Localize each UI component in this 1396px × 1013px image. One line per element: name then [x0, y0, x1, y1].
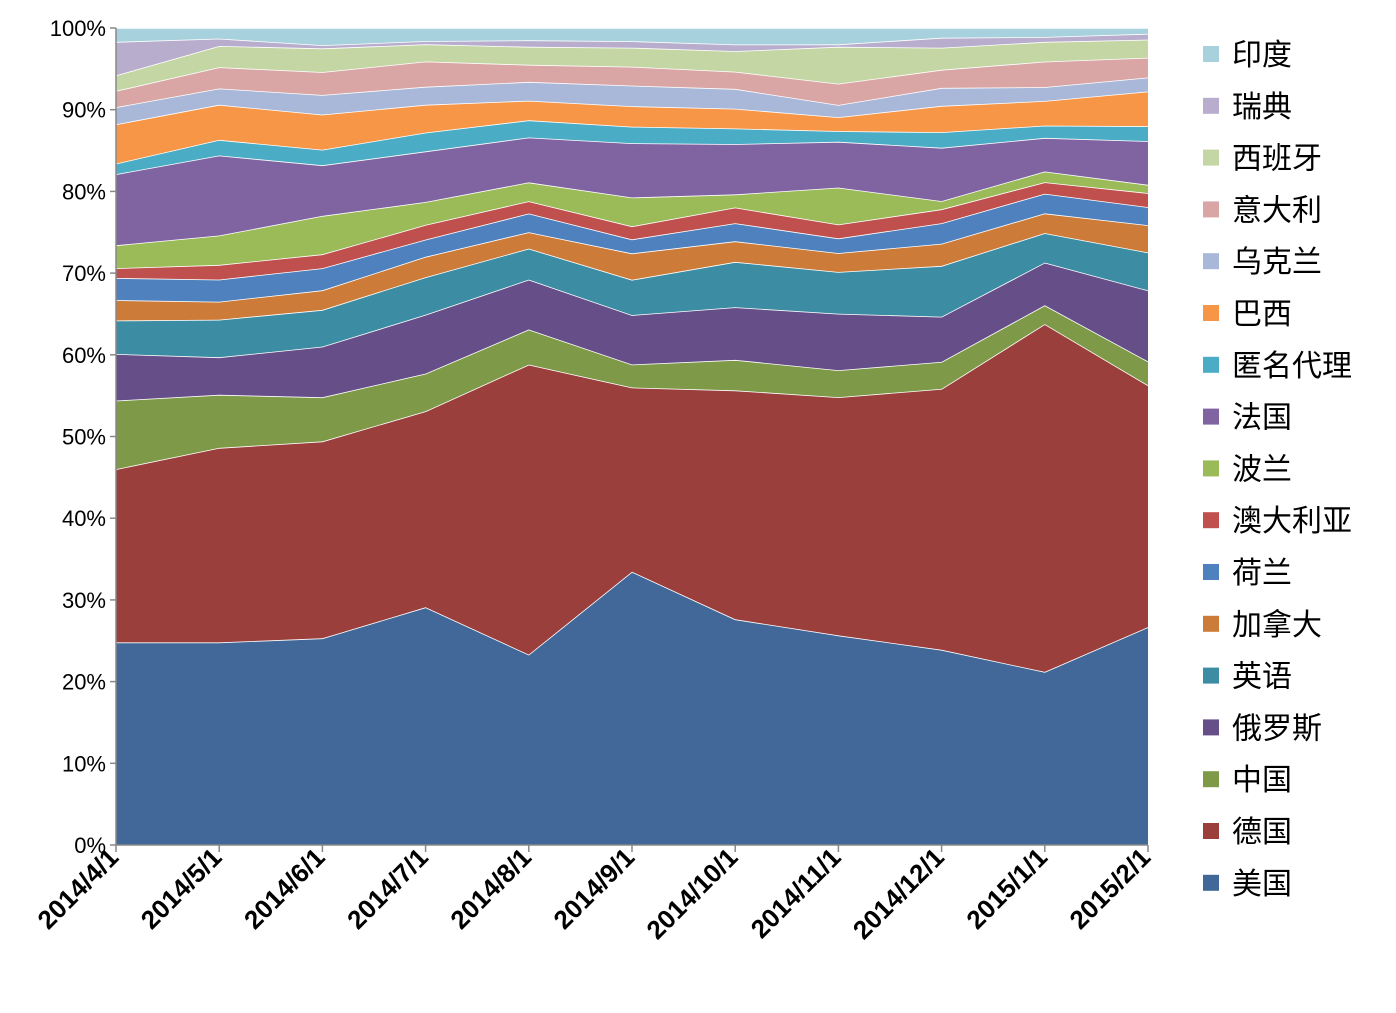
area-series-group: [115, 27, 1149, 845]
y-tick-label: 20%: [62, 670, 106, 695]
area-series-8: [116, 182, 1148, 280]
x-tick-label: 2014/9/1: [547, 842, 640, 935]
legend-label: 西班牙: [1232, 142, 1322, 177]
x-tick-label: 2014/8/1: [444, 842, 537, 935]
legend-label: 印度: [1232, 38, 1292, 73]
y-tick-label: 50%: [62, 425, 106, 450]
y-tick-label: 30%: [62, 588, 106, 613]
legend-swatch: [1203, 512, 1219, 529]
legend-label: 中国: [1232, 763, 1292, 798]
legend-swatch: [1203, 564, 1219, 580]
x-tick-label: 2014/5/1: [135, 842, 228, 935]
legend-label: 加拿大: [1232, 608, 1322, 643]
legend-swatch: [1203, 253, 1219, 270]
legend-swatch: [1203, 201, 1219, 218]
y-tick-label: 10%: [62, 751, 106, 776]
legend-label: 意大利: [1232, 193, 1322, 228]
area-series-1: [116, 571, 1148, 845]
legend-label: 英语: [1232, 660, 1292, 695]
legend-swatch: [1203, 46, 1219, 62]
area-series-4: [116, 262, 1148, 401]
area-series-6: [116, 213, 1148, 321]
x-tick-label: 2014/7/1: [341, 842, 434, 935]
legend-swatch: [1203, 667, 1219, 684]
y-tick-label: 70%: [62, 261, 106, 286]
area-series-12: [116, 91, 1148, 164]
x-tick-label: 2014/12/1: [847, 842, 950, 945]
legend-swatch: [1203, 97, 1219, 114]
legend-label: 波兰: [1232, 452, 1292, 487]
legend-swatch: [1203, 823, 1219, 839]
legend-swatch: [1203, 149, 1219, 166]
area-series-17: [116, 28, 1148, 46]
legend-label: 美国: [1232, 867, 1292, 902]
y-tick-label: 90%: [62, 98, 106, 123]
y-tick-label: 40%: [62, 506, 106, 531]
x-tick-label: 2015/2/1: [1063, 842, 1156, 935]
legend-label: 荷兰: [1232, 556, 1292, 591]
legend-swatch: [1203, 719, 1219, 736]
area-series-7: [116, 193, 1148, 302]
legend-label: 德国: [1232, 815, 1292, 850]
legend-label: 澳大利亚: [1232, 504, 1352, 539]
area-series-15: [116, 39, 1148, 91]
y-tick-label: 0%: [74, 833, 106, 858]
area-series-9: [116, 171, 1148, 269]
legend-label: 乌克兰: [1232, 245, 1322, 280]
area-series-14: [116, 57, 1148, 108]
y-tick-label: 80%: [62, 179, 106, 204]
x-tick-label: 2014/11/1: [745, 842, 847, 944]
legend-swatch: [1203, 356, 1219, 373]
legend-label: 匿名代理: [1232, 349, 1352, 384]
legend: 印度瑞典西班牙意大利乌克兰巴西匿名代理法国波兰澳大利亚荷兰加拿大英语俄罗斯中国德…: [1203, 38, 1352, 902]
area-series-11: [116, 120, 1148, 175]
area-series-13: [116, 77, 1148, 125]
y-tick-label: 60%: [62, 343, 106, 368]
legend-swatch: [1203, 305, 1219, 321]
area-series-16: [116, 33, 1148, 76]
x-tick-label: 2015/1/1: [960, 842, 1053, 935]
legend-swatch: [1203, 771, 1219, 788]
legend-swatch: [1203, 615, 1219, 632]
x-tick-label: 2014/6/1: [238, 842, 331, 935]
area-series-10: [116, 137, 1148, 246]
legend-label: 瑞典: [1232, 90, 1292, 125]
legend-swatch: [1203, 408, 1219, 425]
area-series-5: [116, 233, 1148, 358]
area-series-2: [116, 324, 1148, 672]
legend-swatch: [1203, 460, 1219, 477]
legend-label: 巴西: [1232, 297, 1292, 332]
legend-label: 俄罗斯: [1232, 711, 1322, 746]
x-tick-label: 2014/10/1: [640, 842, 743, 945]
y-tick-label: 100%: [50, 16, 106, 41]
legend-swatch: [1203, 874, 1219, 891]
legend-label: 法国: [1232, 401, 1292, 436]
area-series-3: [116, 305, 1148, 470]
